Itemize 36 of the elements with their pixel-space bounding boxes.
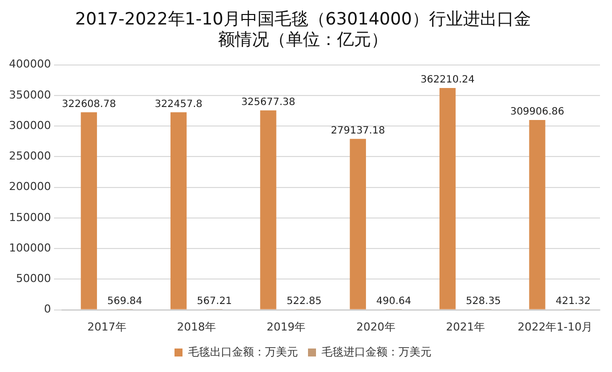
x-tick-label: 2020年 [356, 320, 396, 334]
x-tick-label: 2021年 [446, 320, 485, 334]
y-tick-label: 400000 [8, 58, 51, 71]
data-label: 279137.18 [330, 125, 385, 136]
y-tick-label: 150000 [8, 210, 51, 224]
x-tick-label: 2019年 [266, 320, 306, 334]
data-label: 522.85 [286, 296, 322, 308]
y-tick-label: 100000 [8, 241, 51, 254]
data-label: 322457.8 [154, 98, 202, 110]
y-tick-label: 200000 [8, 180, 51, 194]
data-label: 528.35 [466, 296, 501, 308]
y-tick-label: 300000 [8, 118, 51, 132]
y-tick-label: 350000 [8, 88, 51, 102]
data-label: 490.64 [376, 296, 412, 308]
bar [170, 112, 187, 310]
bar [350, 138, 366, 310]
x-tick-label: 2017年 [87, 320, 126, 334]
data-label: 569.84 [107, 296, 142, 308]
x-tick-label: 2018年 [176, 320, 216, 334]
data-label: 325677.38 [241, 96, 296, 108]
legend-label: 毛毯进口金额：万美元 [322, 345, 432, 358]
y-tick-label: 0 [44, 302, 51, 316]
bar [260, 110, 276, 310]
x-tick-label: 2022年1-10月 [518, 320, 593, 334]
bar [80, 112, 97, 310]
y-tick-label: 50000 [16, 272, 51, 286]
data-label: 322608.78 [62, 98, 116, 110]
data-label: 309906.86 [510, 106, 564, 118]
y-tick-label: 250000 [8, 150, 51, 163]
chart-title: 2017-2022年1-10月中国毛毯（63014000）行业进出口金额情况（单位：亿元） [75, 10, 531, 50]
bar [529, 120, 546, 310]
data-label: 567.21 [196, 296, 232, 308]
bar [439, 88, 456, 310]
data-label: 362210.24 [420, 74, 475, 86]
legend-label: 毛毯出口金额：万美元 [188, 345, 298, 358]
data-label: 421.32 [556, 296, 591, 308]
